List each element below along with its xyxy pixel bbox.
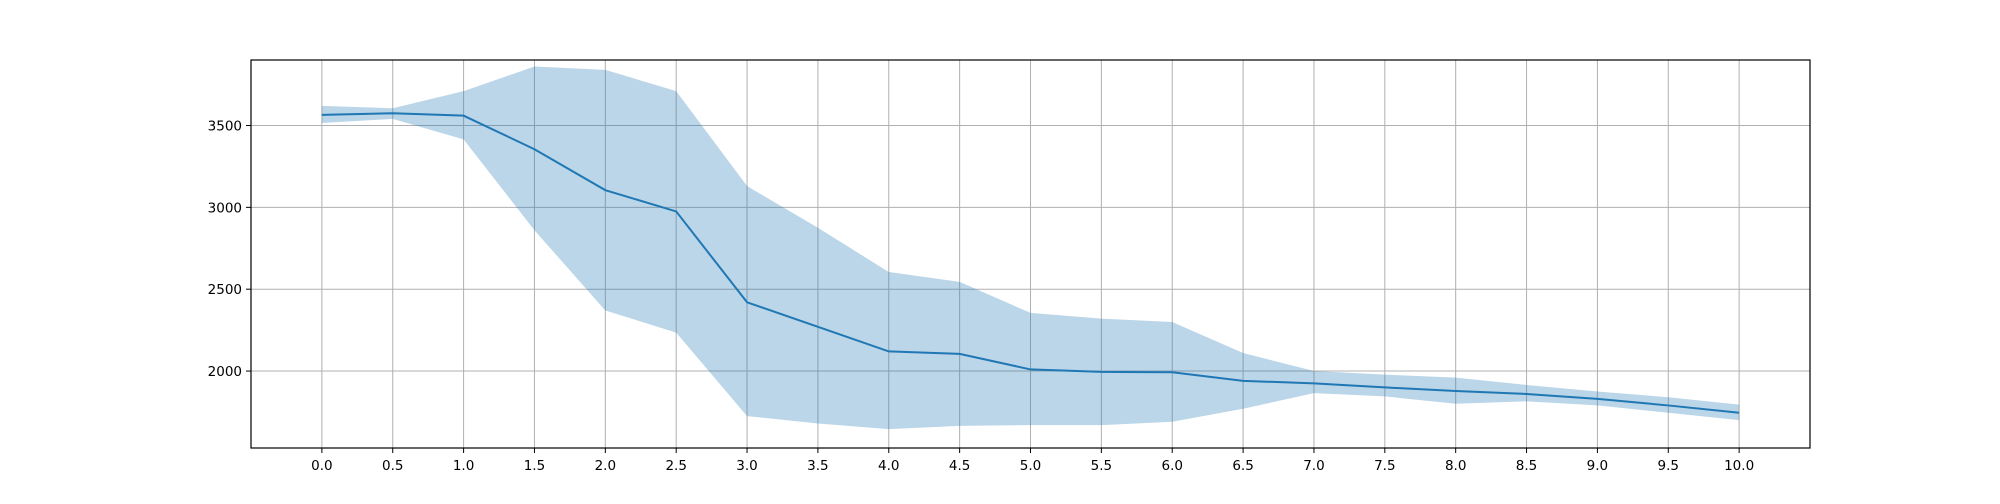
x-tick-label: 3.0 — [736, 458, 757, 474]
x-tick-label: 0.0 — [311, 458, 332, 474]
x-tick-label: 6.0 — [1161, 458, 1182, 474]
x-tick-label: 5.0 — [1020, 458, 1041, 474]
x-tick-label: 4.5 — [949, 458, 970, 474]
x-tick-label: 9.0 — [1587, 458, 1608, 474]
x-tick-label: 9.5 — [1658, 458, 1679, 474]
series-line-layer — [321, 112, 1740, 414]
y-axis-ticks: 2000 2500 3000 3500 — [208, 118, 251, 380]
x-tick-label: 10.0 — [1724, 458, 1754, 474]
series-line — [321, 112, 1740, 414]
x-tick-label: 7.0 — [1303, 458, 1324, 474]
grid-lines — [251, 60, 1810, 448]
x-tick-label: 1.0 — [453, 458, 474, 474]
x-tick-label: 7.5 — [1374, 458, 1395, 474]
y-tick-label: 3500 — [208, 118, 242, 134]
x-tick-label: 3.5 — [807, 458, 828, 474]
x-tick-label: 8.0 — [1445, 458, 1466, 474]
confidence-band-layer — [321, 66, 1740, 430]
confidence-band — [321, 66, 1740, 430]
x-axis-ticks: 0.0 0.5 1.0 1.5 2.0 2.5 3.0 3.5 4.0 4.5 5.0 5.5 6.0 6… — [311, 448, 1754, 474]
x-tick-label: 2.5 — [665, 458, 686, 474]
x-tick-label: 5.5 — [1091, 458, 1112, 474]
x-tick-label: 2.0 — [595, 458, 616, 474]
y-tick-label: 2500 — [208, 282, 242, 298]
x-tick-label: 4.0 — [878, 458, 899, 474]
y-tick-label: 2000 — [208, 364, 242, 380]
x-tick-label: 6.5 — [1232, 458, 1253, 474]
x-tick-label: 0.5 — [382, 458, 403, 474]
x-tick-label: 1.5 — [524, 458, 545, 474]
y-tick-label: 3000 — [208, 200, 242, 216]
x-tick-label: 8.5 — [1516, 458, 1537, 474]
